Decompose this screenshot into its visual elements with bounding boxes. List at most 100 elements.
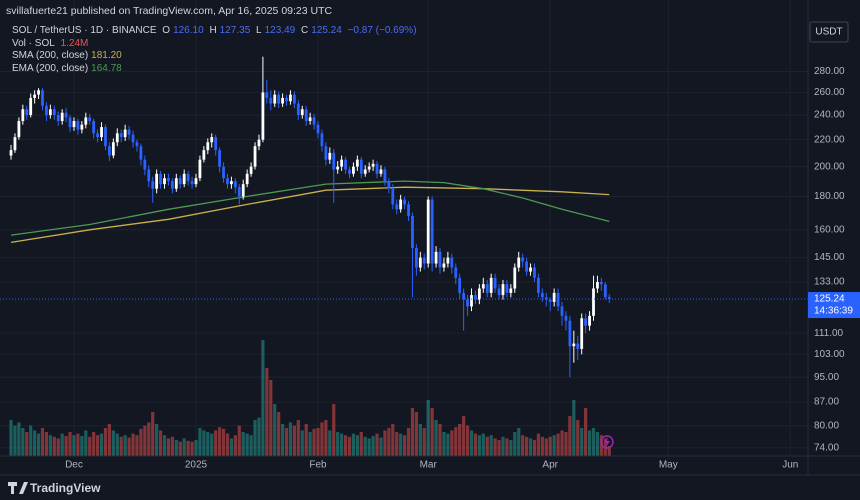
candle-body (603, 284, 607, 298)
candle-body (296, 103, 300, 116)
volume-bar (481, 433, 485, 456)
candle-body (391, 188, 395, 205)
candle-body (540, 292, 544, 298)
candle-body (60, 112, 64, 122)
currency: USDT (815, 27, 842, 38)
currency-box[interactable] (809, 21, 849, 43)
candle-body (190, 181, 194, 185)
candle-body (407, 204, 410, 216)
candle-body (241, 184, 245, 197)
axis-panel (808, 0, 860, 475)
volume-bar (316, 428, 320, 456)
candle-body (576, 343, 580, 349)
y-tick-label: 280.00 (814, 66, 845, 77)
volume-bar (489, 435, 493, 456)
volume-bar (568, 416, 572, 456)
volume-bar (143, 425, 147, 456)
volume-bar (572, 400, 576, 456)
candle-body (548, 299, 552, 302)
candle-body (533, 267, 536, 278)
volume-bar (524, 436, 529, 456)
candle-body (226, 178, 229, 185)
volume-bar (84, 430, 88, 456)
candle-body (584, 318, 588, 326)
candle-body (198, 159, 202, 179)
volume-bar (9, 420, 13, 456)
volume-bar (237, 425, 241, 456)
volume-bar (340, 433, 344, 456)
volume-bar (304, 424, 308, 456)
candle-body (430, 199, 434, 264)
candle-body (139, 146, 143, 160)
candle-body (52, 109, 56, 116)
candle-body (233, 181, 237, 188)
volume-bar (556, 433, 560, 456)
volume-bar (422, 428, 426, 456)
symbol-title: SOL / TetherUS · 1D · BINANCE (12, 25, 157, 36)
candle-body (340, 159, 344, 167)
volume-bar (548, 436, 552, 456)
volume-bar (359, 432, 363, 456)
volume-bar (446, 433, 450, 456)
candle-body (88, 117, 92, 122)
x-tick-label: May (659, 460, 678, 471)
candle-body (48, 109, 52, 116)
volume-bar (155, 424, 159, 456)
change: −0.87 (−0.69%) (347, 25, 417, 36)
volume-bar (206, 432, 210, 456)
volume-bar (410, 408, 415, 456)
y-tick-label: 95.00 (814, 372, 839, 383)
candle-body (592, 288, 595, 316)
candle-body (363, 169, 367, 174)
volume-bar (60, 433, 64, 456)
volume-bar (257, 417, 261, 456)
candle-body (477, 288, 481, 300)
candle-body (509, 288, 513, 293)
candle-body (25, 109, 29, 116)
volume-bar (462, 416, 466, 456)
volume-bar (391, 424, 395, 456)
volume-bar (210, 433, 214, 456)
volume-bar (395, 432, 399, 456)
candle-body (194, 178, 198, 185)
ma-name: SMA (200, close) (12, 50, 89, 61)
candle-body (265, 92, 269, 98)
y-tick-label: 220.00 (814, 134, 845, 145)
candle-body (289, 94, 292, 102)
volume-bar (564, 432, 568, 456)
volume-bar (221, 428, 226, 456)
volume-bar (52, 436, 56, 456)
candle-body (564, 315, 568, 321)
volume-bar (269, 380, 273, 456)
candles (0, 56, 808, 378)
candle-body (269, 97, 273, 104)
candle-body (218, 150, 222, 167)
candle-body (163, 178, 166, 185)
candle-body (352, 166, 355, 174)
volume-bar (178, 441, 182, 456)
volume-bar (300, 430, 304, 456)
volume-bar (296, 420, 300, 456)
ma-value: 181.20 (91, 50, 122, 61)
alert-icon[interactable] (600, 435, 614, 449)
volume-bar (33, 430, 37, 456)
tv-logo[interactable] (8, 482, 28, 494)
ma-legend: SMA (200, close) 181.20 EMA (200, close) 16… (12, 50, 420, 75)
volume-bar (560, 430, 564, 456)
candle-body (182, 173, 186, 185)
candle-body (17, 121, 21, 138)
volume-bar (454, 427, 458, 456)
candle-body (560, 306, 564, 316)
volume-bar (253, 420, 257, 456)
candle-body (29, 97, 33, 116)
candle-body (485, 284, 489, 293)
candle-body (155, 173, 159, 189)
volume-bar (280, 424, 285, 456)
volume-bar (509, 440, 513, 456)
volume-bar (265, 368, 269, 456)
candle-body (434, 251, 438, 264)
candle-body (454, 267, 458, 278)
ohlc-name: L (256, 25, 262, 36)
volume-bar (229, 438, 234, 456)
y-tick-label: 200.00 (814, 161, 845, 172)
